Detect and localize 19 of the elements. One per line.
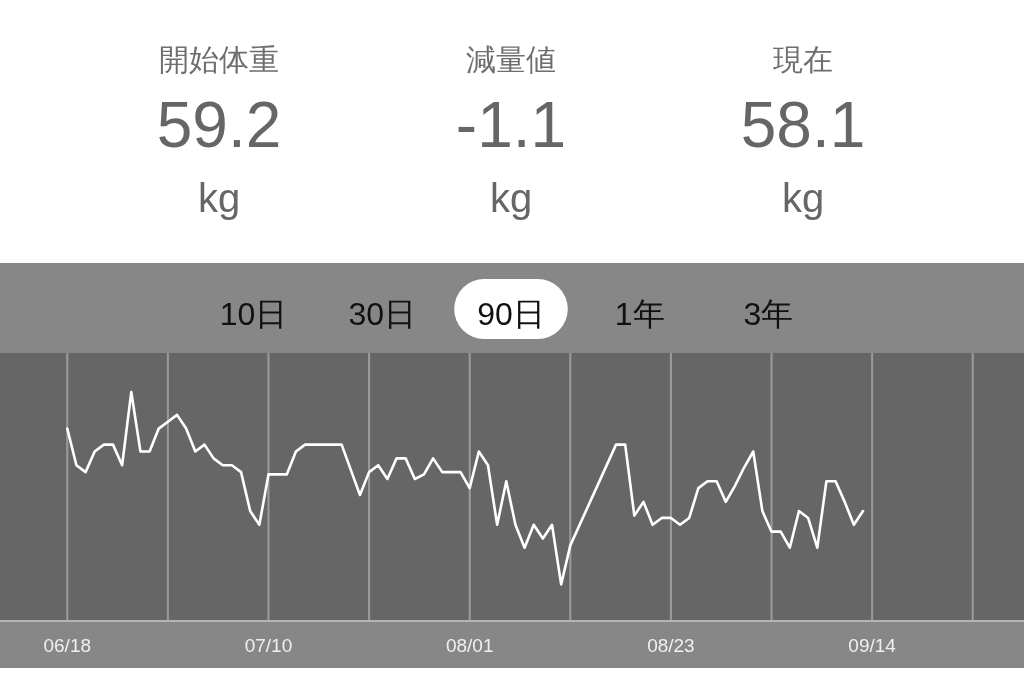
stat-unit: kg — [197, 176, 241, 220]
tab-label: 10日 — [219, 296, 288, 332]
x-tick-label: 06/18 — [43, 635, 92, 656]
stat-label: 減量値 — [466, 43, 556, 76]
x-tick-label: 07/10 — [244, 635, 293, 656]
stat-unit: kg — [781, 176, 825, 220]
stat-value: 58.1 — [740, 89, 866, 161]
stat-value: 59.2 — [156, 89, 282, 161]
tab-label: 1年 — [614, 296, 665, 332]
tab-label: 30日 — [348, 296, 417, 332]
stat-label: 開始体重 — [159, 43, 279, 76]
stat-unit: kg — [489, 176, 533, 220]
stat-label: 現在 — [773, 43, 833, 76]
x-tick-label: 08/23 — [647, 635, 695, 656]
x-tick-label: 09/14 — [848, 635, 896, 656]
x-tick-label: 08/01 — [445, 635, 494, 656]
tab-label: 3年 — [743, 296, 794, 332]
stat-value: -1.1 — [455, 89, 567, 161]
tab-label: 90日 — [477, 296, 545, 332]
